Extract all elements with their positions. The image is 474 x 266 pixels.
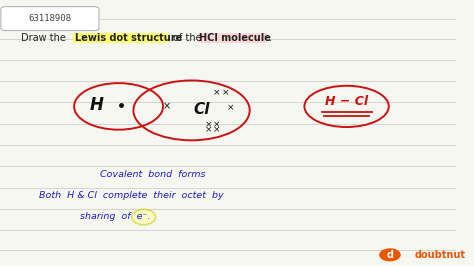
Text: doubtnut: doubtnut xyxy=(415,250,466,260)
Text: .: . xyxy=(269,33,272,43)
Text: ×: × xyxy=(205,125,213,134)
Text: d: d xyxy=(386,250,393,260)
Text: of the: of the xyxy=(170,33,205,43)
Text: Cl: Cl xyxy=(193,102,210,117)
Text: ×: × xyxy=(213,120,220,130)
Text: H: H xyxy=(90,96,104,114)
FancyBboxPatch shape xyxy=(73,33,168,43)
Ellipse shape xyxy=(132,209,155,225)
Text: ×: × xyxy=(213,125,220,134)
Text: sharing  of  e⁻.: sharing of e⁻. xyxy=(80,212,150,221)
Text: HCl molecule: HCl molecule xyxy=(199,33,271,43)
FancyBboxPatch shape xyxy=(1,7,99,31)
Text: 63118908: 63118908 xyxy=(28,14,72,23)
Text: ×: × xyxy=(163,101,171,111)
Text: H − Cl: H − Cl xyxy=(325,95,368,108)
Text: ×: × xyxy=(213,88,220,97)
FancyBboxPatch shape xyxy=(198,33,267,43)
Text: ×: × xyxy=(205,120,213,130)
Text: Lewis dot structure: Lewis dot structure xyxy=(75,33,182,43)
Text: Draw the: Draw the xyxy=(20,33,69,43)
Circle shape xyxy=(380,249,400,261)
Text: Covalent  bond  forms: Covalent bond forms xyxy=(100,170,206,179)
Text: ×: × xyxy=(227,103,234,112)
Text: Both  H & Cl  complete  their  octet  by: Both H & Cl complete their octet by xyxy=(39,191,223,200)
Text: ×: × xyxy=(222,88,229,97)
